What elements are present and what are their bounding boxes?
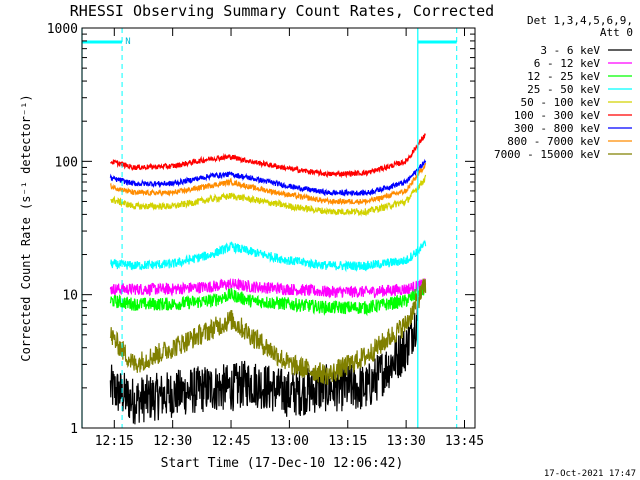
x-axis: 12:15 12:30 12:45 13:00 13:15 13:30 13:45: [95, 28, 484, 449]
x-tick-label: 13:15: [328, 434, 367, 449]
legend-label-100-300-kev: 100 - 300 keV: [514, 109, 600, 122]
x-tick-label: 12:30: [153, 434, 192, 449]
legend-label-50-100-kev: 50 - 100 keV: [521, 96, 601, 109]
series-line-300-800-kev: [109, 158, 427, 197]
series-line-50-100-kev: [110, 174, 427, 217]
legend-label-6-12-kev: 6 - 12 keV: [534, 57, 601, 70]
y-axis-label: Corrected Count Rate (s⁻¹ detector⁻¹): [19, 94, 33, 361]
y-tick-label: 1: [70, 422, 78, 437]
x-tick-label: 13:00: [270, 434, 309, 449]
legend-label-25-50-kev: 25 - 50 keV: [527, 83, 600, 96]
legend-header-2: Att 0: [600, 26, 633, 39]
legend-label-3-6-kev: 3 - 6 keV: [540, 44, 600, 57]
plot-frame: [81, 27, 476, 429]
series-layer: [109, 133, 427, 425]
y-tick-label: 100: [55, 155, 78, 170]
x-tick-label: 13:45: [445, 434, 484, 449]
legend-label-800-7000-kev: 800 - 7000 keV: [507, 135, 600, 148]
legend-label-7000-15000-kev: 7000 - 15000 keV: [494, 148, 600, 161]
chart-title: RHESSI Observing Summary Count Rates, Co…: [70, 2, 494, 20]
series-line-100-300-kev: [109, 133, 426, 179]
plot-area: N 12:15 12:30 12:45 13:00 13:15 13:30 13:45 11…: [47, 22, 484, 449]
x-tick-label: 12:15: [95, 434, 134, 449]
y-axis: 1 10 100 1000: [47, 22, 475, 437]
series-line-7000-15000-kev: [109, 278, 427, 385]
series-line-12-25-kev: [109, 283, 427, 317]
timestamp: 17-Oct-2021 17:47: [544, 469, 636, 479]
series-line-800-7000-kev: [110, 162, 427, 206]
legend-label-12-25-kev: 12 - 25 keV: [527, 70, 600, 83]
series-line-6-12-kev: [109, 277, 427, 299]
x-axis-label: Start Time (17-Dec-10 12:06:42): [161, 456, 404, 471]
legend-header-1: Det 1,3,4,5,6,9,: [527, 14, 633, 27]
x-tick-label: 13:30: [387, 434, 426, 449]
legend-label-300-800-kev: 300 - 800 keV: [514, 122, 600, 135]
x-tick-label: 12:45: [211, 434, 250, 449]
series-line-3-6-kev: [109, 298, 419, 425]
night-marker-label: N: [125, 37, 130, 47]
y-tick-label: 1000: [47, 22, 78, 37]
series-line-25-50-kev: [110, 239, 427, 273]
y-tick-label: 10: [62, 289, 78, 304]
